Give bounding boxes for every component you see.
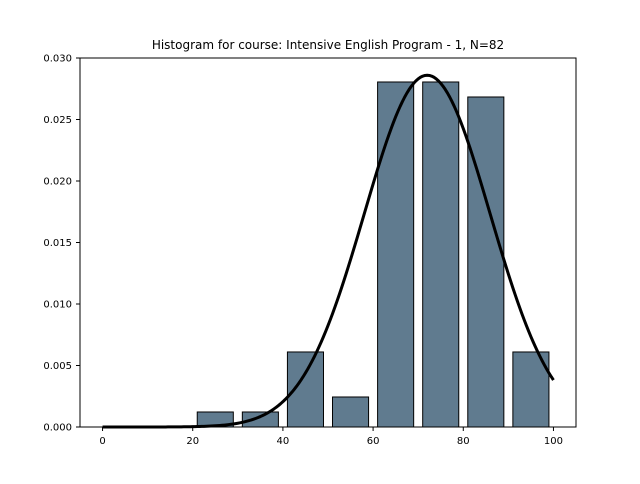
- histogram-bar: [422, 81, 460, 428]
- x-axis: 0 20 40 60 80 100: [99, 427, 563, 447]
- x-tick-label: 100: [544, 436, 563, 447]
- x-tick-label: 0: [99, 436, 105, 447]
- y-tick-label: 0.005: [43, 361, 72, 372]
- x-tick-label: 40: [277, 436, 290, 447]
- y-tick-label: 0.015: [43, 238, 72, 249]
- x-tick-label: 60: [367, 436, 380, 447]
- y-tick-label: 0.000: [43, 423, 72, 434]
- y-tick-label: 0.010: [43, 300, 72, 311]
- x-tick-label: 80: [457, 436, 470, 447]
- y-axis: 0.000 0.005 0.010 0.015 0.020 0.025 0.030: [43, 54, 80, 434]
- y-tick-label: 0.030: [43, 54, 72, 65]
- histogram-bar: [377, 81, 415, 428]
- histogram-bar: [332, 396, 370, 428]
- bars-layer: [196, 81, 550, 428]
- y-tick-label: 0.020: [43, 177, 72, 188]
- y-tick-label: 0.025: [43, 115, 72, 126]
- x-tick-label: 20: [186, 436, 199, 447]
- histogram-bar: [467, 96, 505, 428]
- chart-title: Histogram for course: Intensive English …: [152, 38, 504, 52]
